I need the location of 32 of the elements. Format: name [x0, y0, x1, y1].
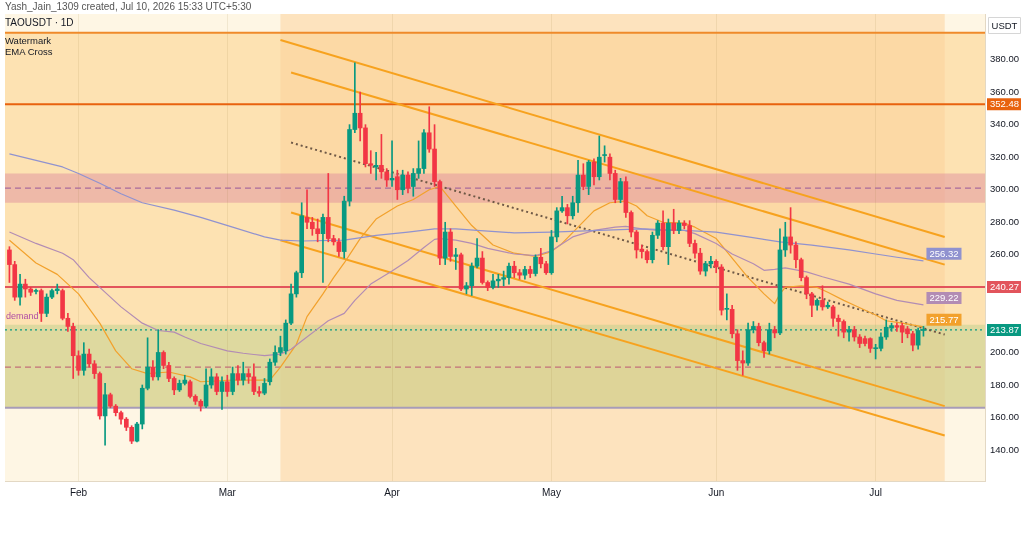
band-label: demand [6, 310, 39, 321]
x-tick-label: Mar [218, 486, 237, 498]
data-label: 215.77 [929, 313, 959, 325]
y-tick-label: 360.00 [990, 85, 1020, 97]
y-tick-label: 140.00 [990, 443, 1020, 455]
y-tick-label: 340.00 [990, 118, 1020, 130]
x-tick-label: May [542, 486, 561, 498]
y-axis-title: USDT [991, 19, 1018, 31]
y-tick-label: 380.00 [990, 53, 1020, 65]
chart-title: TAOUSDT · 1D [5, 17, 74, 29]
annotation: Watermark [5, 35, 52, 46]
ref-line-label: 240.27 [990, 281, 1020, 293]
candlestick [54, 283, 60, 295]
ref-line-label: 213.87 [990, 324, 1020, 336]
y-tick-label: 180.00 [990, 378, 1020, 390]
ref-line-label: 352.48 [990, 98, 1020, 110]
y-tick-label: 280.00 [990, 215, 1020, 227]
y-tick-label: 160.00 [990, 411, 1020, 423]
y-tick-label: 300.00 [990, 183, 1020, 195]
data-label: 256.32 [929, 247, 959, 259]
y-tick-label: 260.00 [990, 248, 1020, 260]
y-tick-label: 320.00 [990, 150, 1020, 162]
chart-subtitle: Yash_Jain_1309 created, Jul 10, 2026 15:33 UTC+5:30 [5, 1, 252, 13]
data-label: 229.22 [929, 292, 959, 304]
x-tick-label: Jul [869, 486, 883, 498]
candlestick [453, 247, 459, 270]
x-tick-label: Jun [708, 486, 725, 498]
y-tick-label: 200.00 [990, 346, 1020, 358]
annotation: EMA Cross [5, 46, 53, 57]
candlestick [724, 293, 730, 321]
x-tick-label: Feb [69, 486, 88, 498]
x-tick-label: Apr [384, 486, 401, 498]
